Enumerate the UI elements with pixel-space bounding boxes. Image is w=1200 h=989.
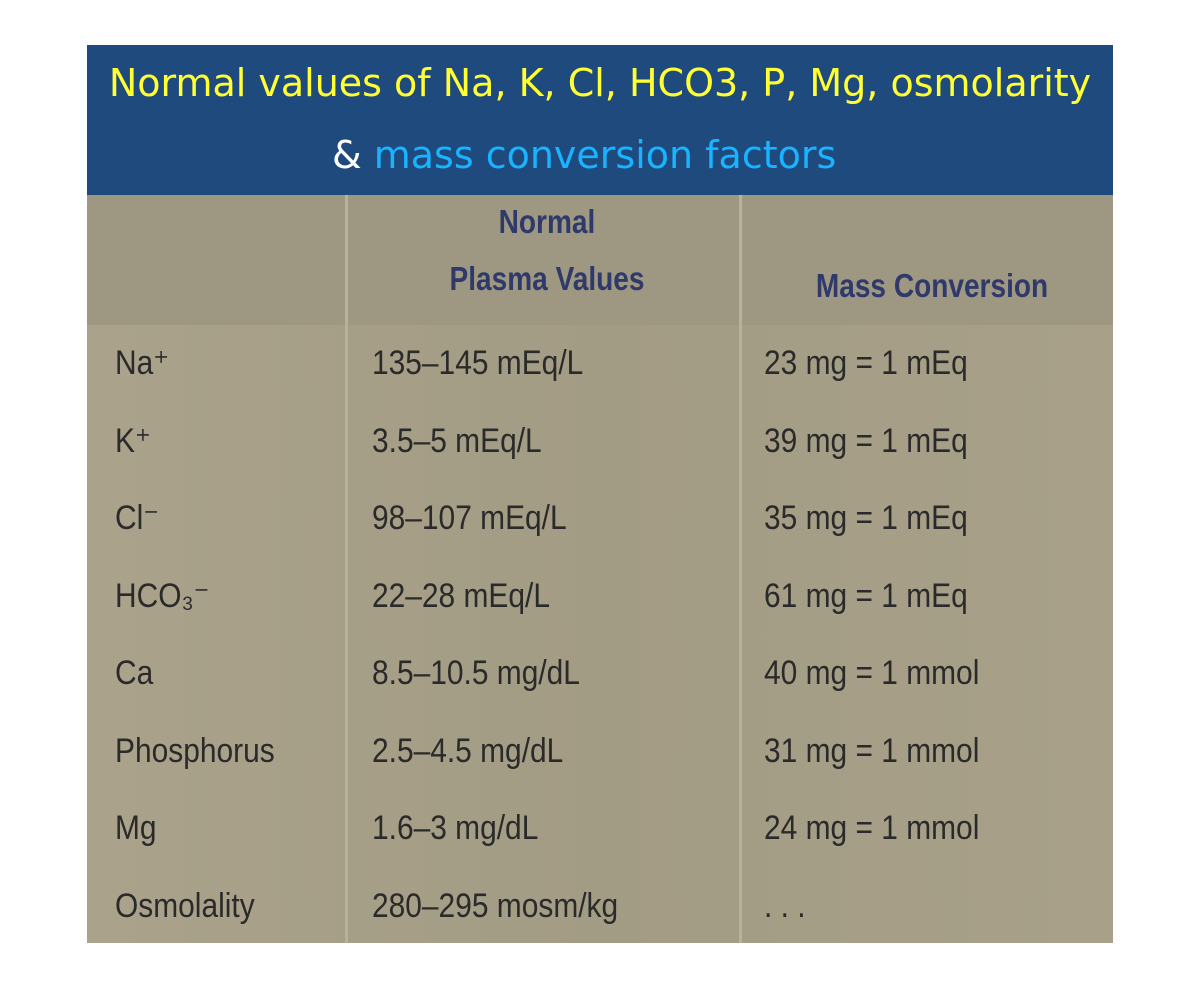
table-header — [87, 195, 1113, 325]
row-label: Phosphorus — [115, 731, 275, 770]
header-line: Normal — [498, 203, 596, 240]
header-cell: Mass Conversion — [815, 267, 1049, 304]
row-label: Na⁺ — [115, 344, 170, 382]
table-cell: 61 mg = 1 mEq — [764, 576, 968, 615]
title-line: & mass conversion factors — [332, 133, 836, 177]
table-cell: 31 mg = 1 mmol — [764, 731, 980, 770]
table-cell: 3.5–5 mEq/L — [372, 421, 542, 460]
table-cell: 280–295 mosm/kg — [372, 886, 619, 925]
title-line: Normal values of Na, K, Cl, HCO3, P, Mg,… — [108, 61, 1092, 105]
table-cell: 2.5–4.5 mg/dL — [372, 731, 564, 770]
table-cell: 22–28 mEq/L — [372, 576, 550, 615]
column-divider — [345, 195, 348, 943]
title-prefix: & — [332, 133, 374, 177]
table-cell: 23 mg = 1 mEq — [764, 344, 968, 382]
table-cell: 98–107 mEq/L — [372, 499, 567, 537]
table-cell: 35 mg = 1 mEq — [764, 499, 968, 537]
table-cell: 40 mg = 1 mmol — [764, 654, 980, 692]
table-cell: 8.5–10.5 mg/dL — [372, 654, 580, 692]
table-cell: 24 mg = 1 mmol — [764, 809, 980, 847]
header-line: Plasma Values — [449, 260, 645, 297]
title-banner: Normal values of Na, K, Cl, HCO3, P, Mg,… — [87, 45, 1113, 195]
table-cell: 1.6–3 mg/dL — [372, 809, 539, 847]
row-label: Ca — [115, 654, 154, 692]
table-cell: . . . — [764, 886, 806, 925]
title-highlight: mass conversion factors — [373, 133, 837, 177]
table-cell: 135–145 mEq/L — [372, 344, 584, 382]
row-label: Cl⁻ — [115, 499, 160, 537]
table: Normal Plasma Values Mass Conversion Na⁺… — [87, 195, 1113, 943]
row-label: Mg — [115, 809, 157, 847]
row-label: K⁺ — [115, 421, 151, 460]
row-label: Osmolality — [115, 886, 255, 925]
column-divider — [739, 195, 742, 943]
row-label: HCO₃⁻ — [115, 576, 210, 615]
table-cell: 39 mg = 1 mEq — [764, 421, 968, 460]
